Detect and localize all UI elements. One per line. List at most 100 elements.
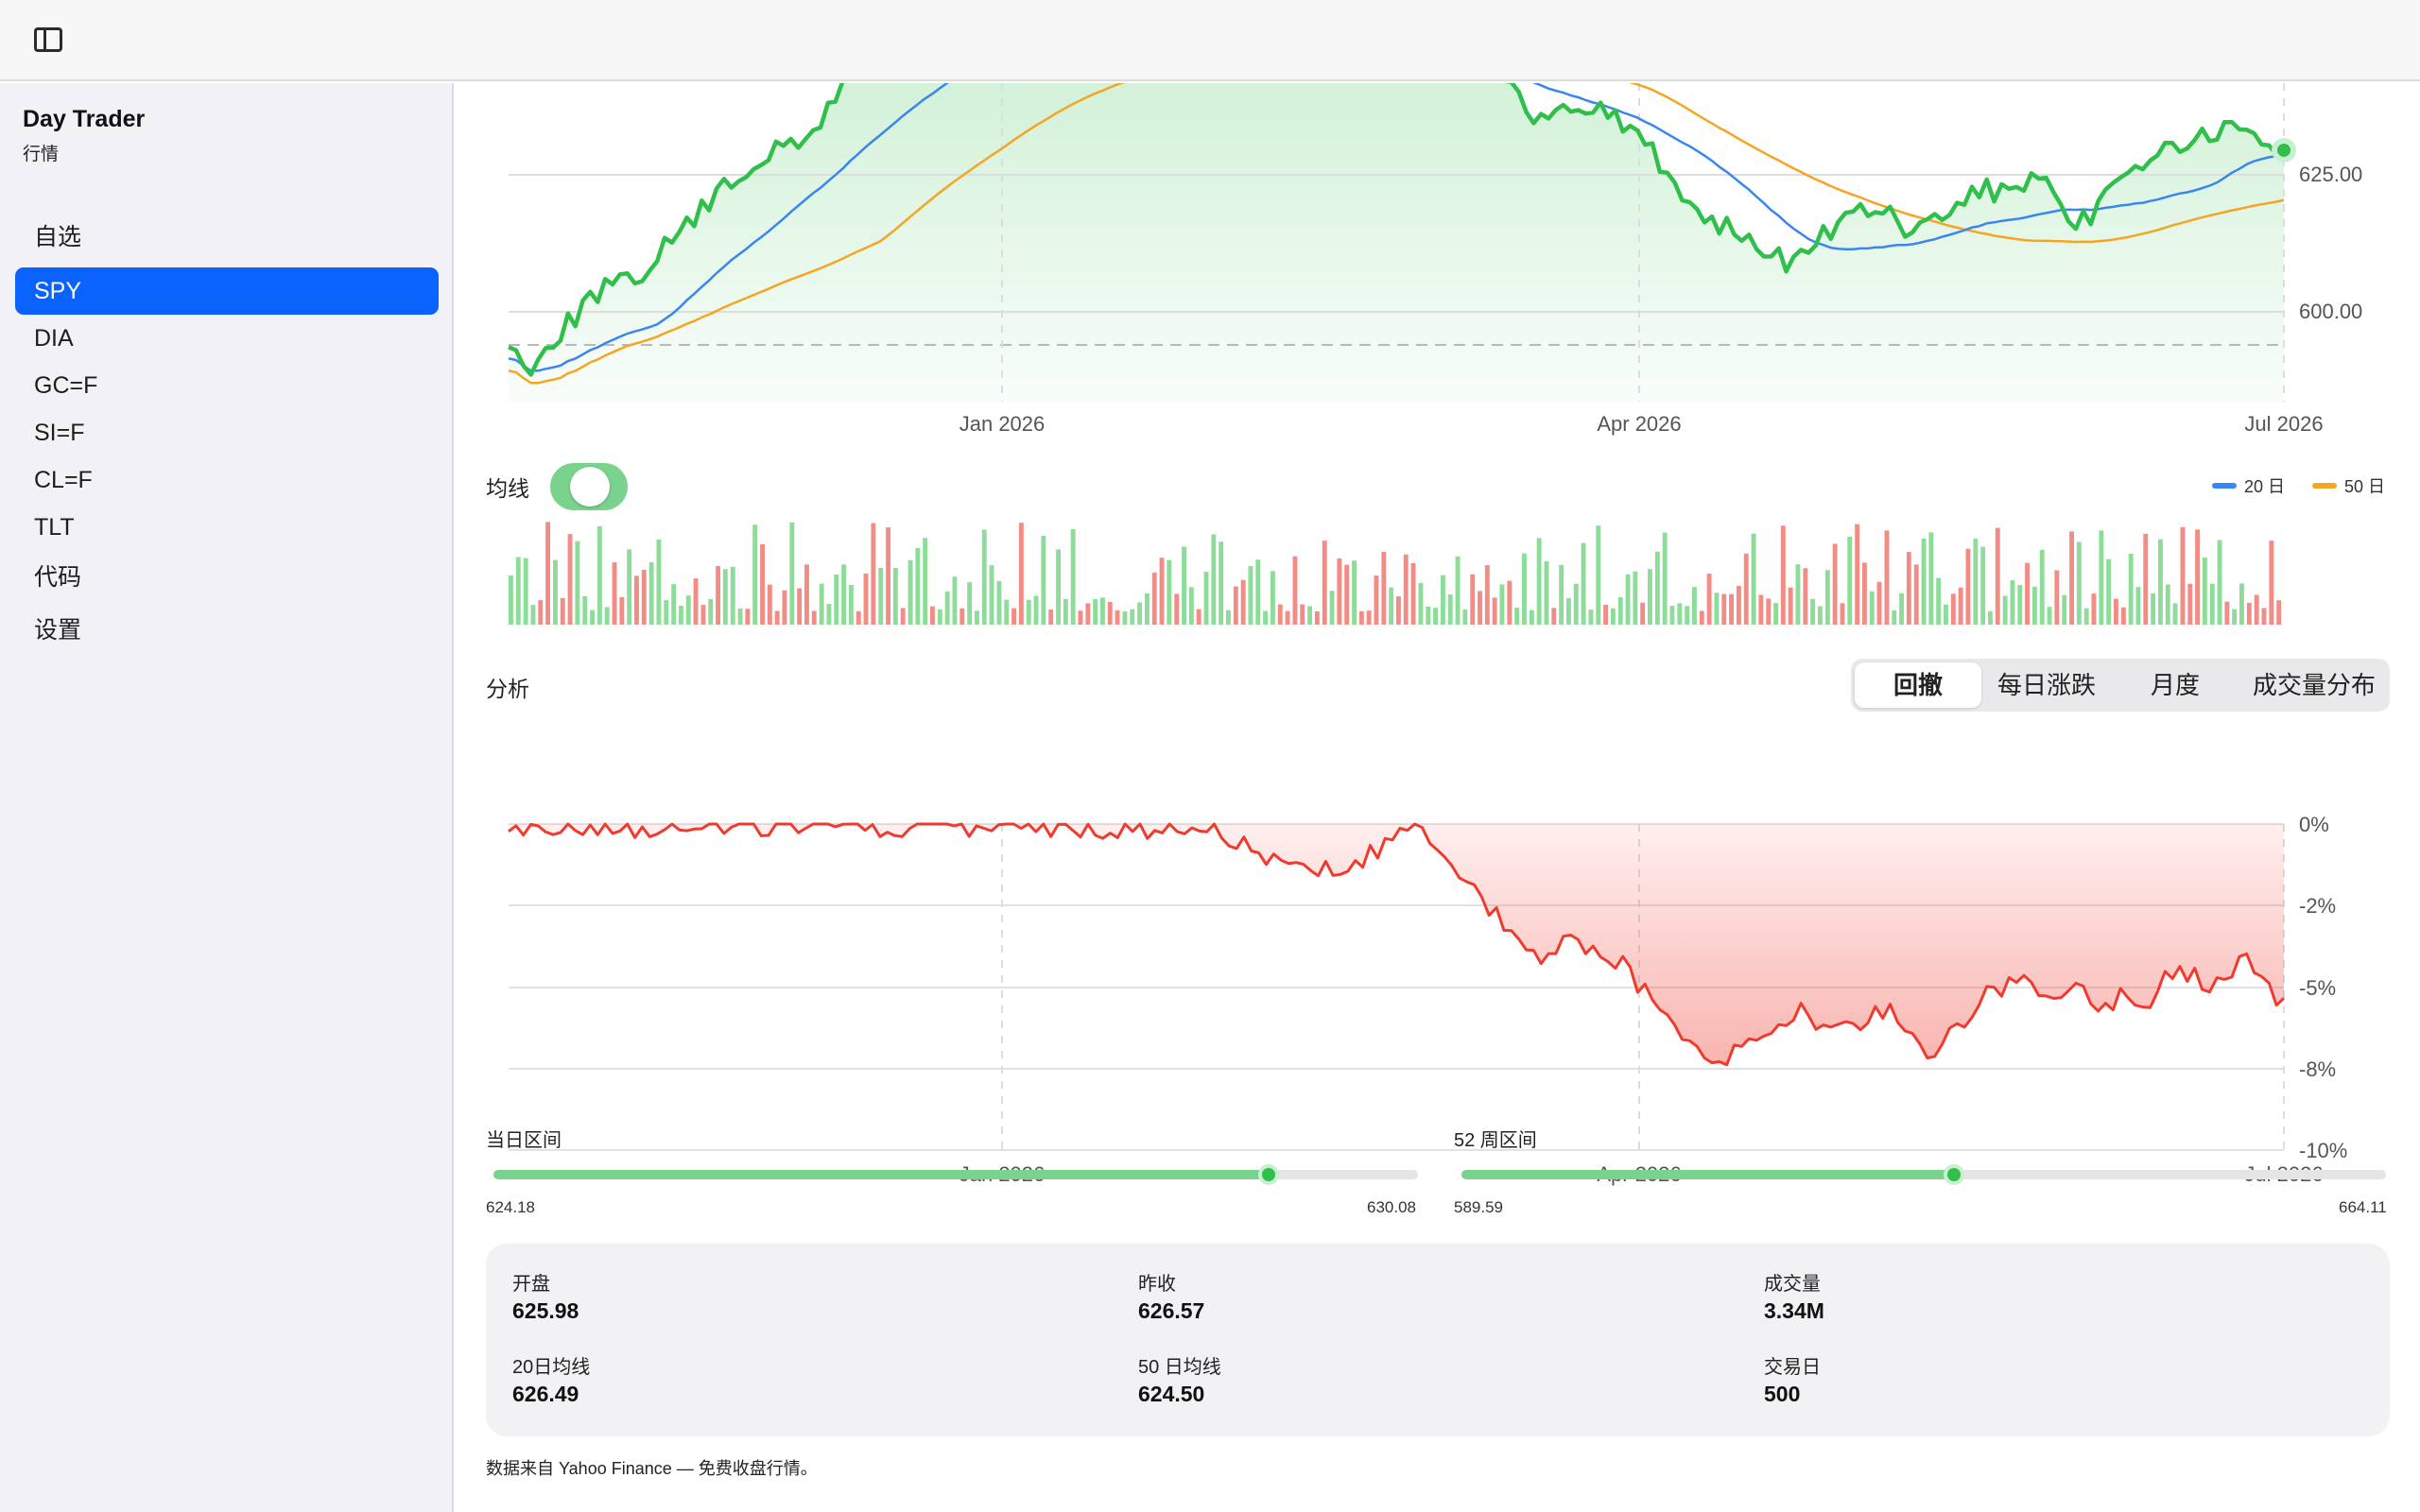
volume-bar	[1944, 604, 1948, 625]
volume-bar	[1773, 603, 1778, 625]
volume-bar	[1832, 543, 1838, 625]
volume-bar	[523, 558, 528, 625]
volume-bar	[1255, 559, 1261, 625]
week52-range-low: 589.59	[1454, 1198, 1503, 1216]
volume-bar	[1648, 569, 1652, 625]
price-chart[interactable]: 625.00 600.00 Jan 2026 Apr 2026 Jul 2026	[456, 83, 2420, 442]
prev-close-value: 626.57	[1138, 1298, 1205, 1323]
volume-bar	[1677, 603, 1683, 625]
volume-bar	[656, 539, 662, 625]
sidebar-item-tlt[interactable]: TLT	[34, 514, 75, 541]
volume-bar	[1381, 551, 1387, 625]
sidebar-item-watchlist[interactable]: 自选	[34, 224, 82, 250]
volume-bar	[1462, 609, 1468, 625]
sidebar-nav: 自选 SPY DIA GC=F SI=F CL=F TLT 代码 设置	[15, 214, 439, 654]
volume-bar	[2010, 580, 2015, 625]
volume-bar	[1573, 583, 1579, 625]
volume-bar	[1640, 602, 1646, 625]
volume-bar	[1203, 572, 1209, 625]
week52-range-high: 664.11	[2339, 1198, 2387, 1216]
volume-bar	[1913, 564, 1919, 625]
tab-drawdown[interactable]: 回撤	[1855, 662, 1981, 708]
volume-bar	[693, 578, 699, 625]
volume-bar	[2276, 600, 2282, 625]
volume-bar	[1056, 549, 1061, 625]
volume-bar	[1122, 610, 1128, 625]
volume-bar	[716, 566, 720, 625]
volume-bar	[1048, 610, 1054, 625]
volume-bar	[908, 559, 913, 625]
open-label: 开盘	[512, 1274, 550, 1295]
volume-bar	[1950, 593, 1956, 625]
volume-bar	[1847, 536, 1853, 625]
volume-bar	[2069, 531, 2074, 625]
sidebar-item-gcf[interactable]: GC=F	[34, 372, 98, 399]
volume-bar	[2158, 539, 2163, 625]
sidebar-item-spy[interactable]: SPY	[15, 267, 439, 315]
prev-close-label: 昨收	[1138, 1274, 1176, 1295]
volume-bar	[1263, 610, 1268, 625]
legend-ma20-swatch	[2212, 483, 2237, 489]
volume-bar	[878, 568, 884, 625]
volume-bar	[1329, 591, 1335, 625]
volume-bar	[2165, 584, 2170, 625]
volume-bar	[1544, 561, 1549, 625]
moving-average-toggle[interactable]	[550, 463, 628, 510]
sidebar-item-symbols[interactable]: 代码	[34, 564, 82, 591]
volume-bar	[1840, 603, 1845, 625]
sidebar-item-dia[interactable]: DIA	[34, 325, 74, 352]
volume-bar	[560, 597, 565, 625]
volume-bar	[2099, 530, 2104, 625]
volume-bar	[1788, 587, 1793, 625]
x-tick-label: Jan 2026	[959, 412, 1046, 436]
volume-bar	[1233, 586, 1238, 625]
volume-bar	[515, 557, 521, 625]
trading-days-label: 交易日	[1764, 1357, 1821, 1378]
sidebar-item-sif[interactable]: SI=F	[34, 420, 85, 446]
volume-bar	[1137, 602, 1142, 625]
volume-bar	[1033, 595, 1039, 625]
volume-value: 3.34M	[1764, 1298, 1824, 1323]
sidebar-toggle-icon[interactable]	[34, 27, 62, 52]
volume-bar	[1270, 571, 1275, 625]
volume-bar	[1551, 608, 1557, 625]
volume-bar	[1758, 594, 1764, 625]
volume-bar	[1484, 565, 1490, 625]
volume-bar	[1603, 605, 1608, 625]
volume-bar	[1285, 610, 1290, 625]
volume-bar	[1078, 610, 1083, 625]
volume-bar	[952, 576, 958, 625]
volume-bar	[1862, 562, 1867, 625]
volume-bar	[871, 523, 876, 625]
volume-bar	[737, 608, 743, 625]
tab-daily-change[interactable]: 每日涨跌	[1996, 671, 2096, 699]
volume-bar	[1145, 593, 1150, 625]
volume-bar	[1100, 597, 1105, 625]
volume-bar	[1374, 576, 1379, 625]
volume-bar	[1441, 575, 1445, 625]
volume-bar	[1455, 556, 1461, 625]
volume-bar	[641, 570, 647, 625]
volume-bar	[1803, 568, 1808, 625]
volume-bar	[582, 595, 588, 625]
tab-monthly[interactable]: 月度	[2150, 671, 2200, 699]
volume-bar	[634, 576, 639, 625]
volume-bar	[2017, 585, 2023, 625]
sidebar-item-settings[interactable]: 设置	[34, 617, 82, 644]
volume-bar	[745, 609, 751, 625]
volume-bar	[930, 606, 935, 625]
volume-bar	[1107, 602, 1113, 625]
sidebar-item-clf[interactable]: CL=F	[34, 467, 93, 493]
volume-bar	[848, 585, 854, 625]
volume-bar	[1322, 541, 1327, 625]
volume-bar	[1988, 610, 1993, 625]
volume-bar	[1514, 607, 1520, 625]
volume-bar	[648, 561, 654, 625]
week52-range-track	[1461, 1164, 2386, 1185]
tab-volume-distribution[interactable]: 成交量分布	[2252, 671, 2376, 699]
day-range-track	[493, 1164, 1418, 1185]
volume-bar	[1188, 587, 1194, 625]
volume-bar	[1307, 606, 1312, 625]
volume-bar	[2187, 583, 2193, 625]
